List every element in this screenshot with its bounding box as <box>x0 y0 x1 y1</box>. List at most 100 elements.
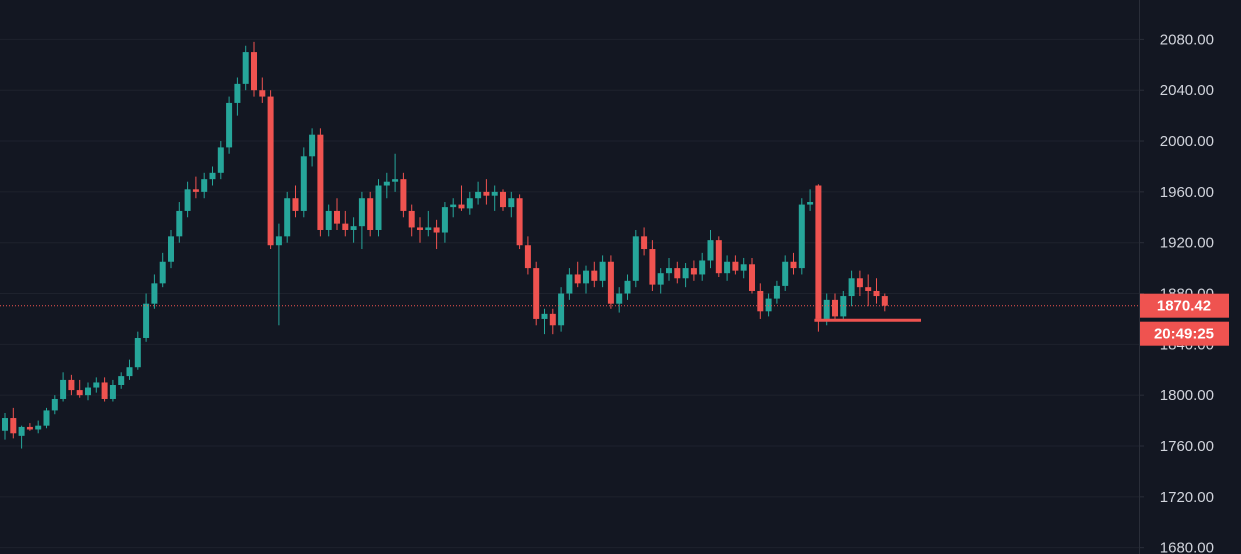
candle-body <box>724 261 731 274</box>
candle-body <box>192 189 199 192</box>
candle-body <box>740 264 747 271</box>
candle-body <box>126 367 133 377</box>
candle-body <box>93 382 100 388</box>
candle-body <box>807 202 814 205</box>
candle-body <box>176 210 183 237</box>
candle-body <box>549 313 556 326</box>
candle-body <box>865 287 872 291</box>
candle-body <box>441 207 448 233</box>
candle-body <box>757 290 764 312</box>
candle-body <box>707 240 714 261</box>
candle-body <box>690 268 697 275</box>
candle-body <box>856 278 863 288</box>
y-tick-label: 2000.00 <box>1160 133 1214 150</box>
candle-body <box>732 261 739 271</box>
candle-body <box>873 290 880 297</box>
candle-body <box>275 236 282 246</box>
candle-body <box>2 418 8 431</box>
candle-body <box>466 198 473 209</box>
candle-body <box>168 236 174 262</box>
countdown-box <box>1140 321 1229 346</box>
candle-body <box>101 382 108 399</box>
y-tick-label: 1960.00 <box>1160 184 1214 201</box>
candle-body <box>184 189 191 211</box>
candle-body <box>51 398 58 411</box>
candle-body <box>234 83 241 103</box>
candle-body <box>425 227 432 230</box>
candle-body <box>383 181 390 186</box>
candle-body <box>267 96 274 246</box>
candle-body <box>500 191 506 208</box>
candle-body <box>840 296 847 317</box>
candle-body <box>392 179 399 182</box>
candle-body <box>367 198 374 230</box>
candle-body <box>159 261 166 284</box>
candle-body <box>134 337 141 368</box>
candle-body <box>43 410 50 426</box>
candle-body <box>798 204 805 269</box>
candle-body <box>558 293 565 326</box>
candle-body <box>657 273 664 285</box>
candle-body <box>475 191 482 199</box>
candle-body <box>881 296 888 306</box>
candle-body <box>292 198 299 211</box>
candle-body <box>300 156 307 211</box>
candle-body <box>516 198 523 246</box>
candle-body <box>201 179 208 192</box>
candle-body <box>508 198 515 208</box>
candle-body <box>632 236 639 281</box>
candle-body <box>259 90 266 97</box>
y-tick-label: 1720.00 <box>1160 489 1214 506</box>
candle-body <box>68 379 75 391</box>
candle-body <box>317 134 324 230</box>
candle-body <box>616 293 623 304</box>
y-tick-label: 1760.00 <box>1160 438 1214 455</box>
candle-body <box>325 210 332 230</box>
candle-body <box>599 261 606 281</box>
candle-body <box>334 210 340 224</box>
candle-body <box>649 249 656 285</box>
y-tick-label: 1800.00 <box>1160 387 1214 404</box>
candle-body <box>674 268 681 279</box>
countdown-label: 20:49:25 <box>1154 326 1214 343</box>
candle-body <box>491 191 498 196</box>
last-price-box <box>1140 293 1229 318</box>
y-tick-label: 1680.00 <box>1160 540 1214 554</box>
candle-body <box>76 390 83 396</box>
candle-body <box>815 185 822 319</box>
candle-body <box>309 134 316 157</box>
candle-body <box>10 418 17 434</box>
candle-body <box>375 185 382 230</box>
candle-body <box>251 52 257 91</box>
y-tick-label: 2080.00 <box>1160 31 1214 48</box>
y-tick-label: 2040.00 <box>1160 82 1214 99</box>
candle-body <box>765 298 772 312</box>
candle-body <box>209 172 216 180</box>
candle-body <box>583 270 589 284</box>
candle-body <box>143 303 150 338</box>
candle-body <box>823 299 830 319</box>
candle-body <box>35 425 42 430</box>
candle-body <box>607 261 614 304</box>
candle-body <box>832 299 838 317</box>
candle-body <box>18 426 25 436</box>
candle-body <box>699 260 706 275</box>
candle-body <box>773 285 780 299</box>
candle-body <box>450 204 457 208</box>
candle-body <box>591 270 598 281</box>
candle-body <box>242 52 249 84</box>
candle-body <box>60 379 67 399</box>
candle-body <box>408 210 415 228</box>
last-price-label: 1870.42 <box>1157 298 1211 315</box>
candle-body <box>483 191 490 196</box>
candle-body <box>524 245 531 269</box>
y-tick-label: 1920.00 <box>1160 235 1214 252</box>
candle-body <box>26 426 33 430</box>
candle-body <box>284 198 291 237</box>
candle-body <box>566 274 573 294</box>
candle-body <box>533 268 540 319</box>
candle-body <box>790 261 797 269</box>
